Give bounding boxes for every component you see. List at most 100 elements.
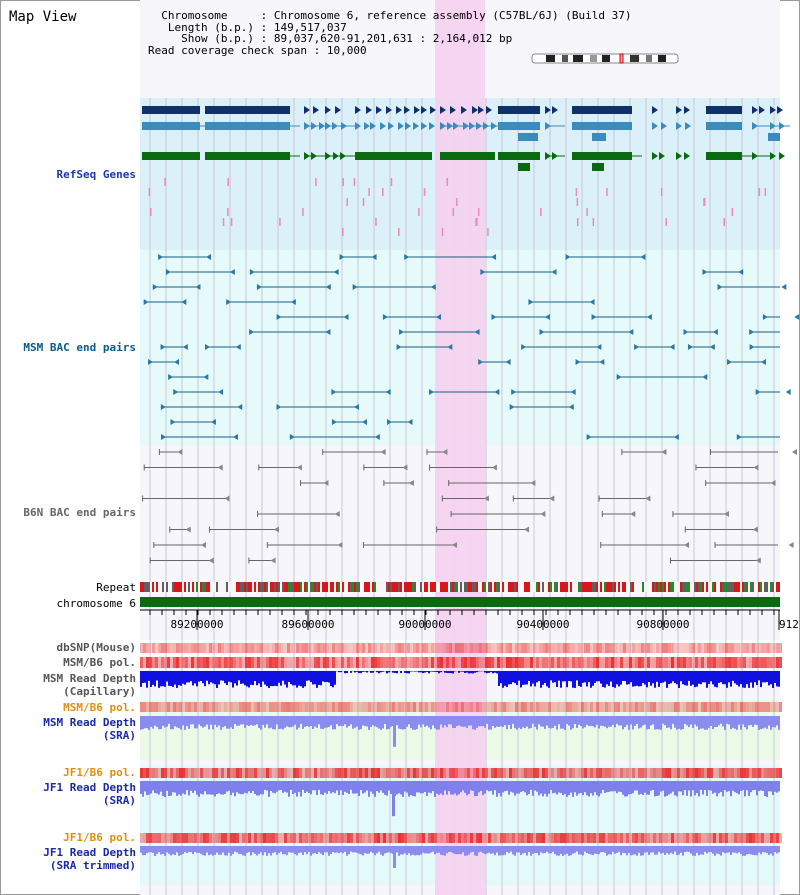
gene-arrow bbox=[304, 106, 310, 114]
depth-bar bbox=[546, 781, 548, 797]
depth-bar bbox=[398, 781, 400, 794]
depth-bar bbox=[692, 781, 694, 791]
repeat-segment bbox=[622, 582, 624, 592]
depth-bar bbox=[534, 846, 536, 854]
depth-bar bbox=[550, 671, 552, 681]
pol-heat-cell bbox=[653, 768, 656, 778]
depth-bar bbox=[486, 671, 488, 674]
pol-heat-cell bbox=[356, 833, 359, 843]
msm-depth-sra-sub: (SRA) bbox=[102, 729, 136, 742]
depth-bar bbox=[618, 716, 620, 726]
repeat-segment bbox=[578, 582, 580, 592]
depth-bar bbox=[498, 781, 500, 794]
depth-bar bbox=[640, 716, 642, 728]
pol-heat-cell bbox=[422, 768, 425, 778]
repeat-segment bbox=[682, 582, 684, 592]
repeat-segment bbox=[744, 582, 746, 592]
pol-heat-cell bbox=[536, 702, 539, 712]
depth-bar bbox=[296, 671, 298, 688]
depth-bar bbox=[694, 846, 696, 856]
repeat-segment bbox=[680, 582, 682, 592]
pol-heat-cell bbox=[527, 768, 530, 778]
depth-bar bbox=[342, 846, 344, 854]
depth-bar bbox=[756, 846, 758, 856]
bac-end-marker bbox=[528, 299, 534, 305]
feature-tick bbox=[576, 218, 579, 226]
depth-bar bbox=[682, 716, 684, 730]
depth-bar bbox=[272, 781, 274, 793]
depth-bar bbox=[408, 716, 410, 725]
pol-heat-cell bbox=[299, 702, 302, 712]
pol-heat-cell bbox=[533, 833, 536, 843]
pol-heat-cell bbox=[467, 768, 470, 778]
depth-bar bbox=[748, 781, 750, 796]
pol-heat-cell bbox=[401, 768, 404, 778]
chromosome-ideogram[interactable] bbox=[530, 53, 682, 65]
pol-heat-cell bbox=[665, 657, 668, 668]
depth-bar bbox=[702, 671, 704, 683]
refseq-genes-label[interactable]: RefSeq Genes bbox=[56, 168, 136, 181]
pol-heat-cell bbox=[575, 833, 578, 843]
repeat-segment bbox=[586, 582, 588, 592]
axis-tick-label: 89200000 bbox=[171, 618, 224, 631]
pol-heat-cell bbox=[356, 702, 359, 712]
depth-bar bbox=[474, 716, 476, 730]
depth-bar bbox=[326, 716, 328, 728]
depth-bar bbox=[644, 846, 646, 853]
pol-heat-cell bbox=[638, 702, 641, 712]
pol-heat-cell bbox=[497, 833, 500, 843]
depth-bar bbox=[612, 781, 614, 792]
pol-heat-cell bbox=[617, 702, 620, 712]
pol-heat-cell bbox=[188, 768, 191, 778]
pol-heat-cell bbox=[473, 833, 476, 843]
depth-bar bbox=[170, 671, 172, 687]
repeat-segment bbox=[746, 582, 748, 592]
repeat-segment bbox=[554, 582, 556, 592]
depth-bar bbox=[514, 781, 516, 796]
gene-arrow bbox=[777, 106, 783, 114]
repeat-segment bbox=[222, 582, 224, 592]
repeat-segment bbox=[562, 582, 564, 592]
depth-bar bbox=[684, 671, 686, 686]
depth-bar bbox=[468, 781, 470, 794]
pol-heat-cell bbox=[203, 833, 206, 843]
depth-bar bbox=[176, 846, 178, 853]
pol-heat-cell bbox=[371, 643, 374, 653]
depth-bar bbox=[574, 716, 576, 725]
depth-bar bbox=[456, 846, 458, 855]
depth-bar bbox=[152, 716, 154, 729]
depth-bar bbox=[392, 671, 394, 673]
pol-heat-cell bbox=[482, 657, 485, 668]
b6n-bac-label[interactable]: B6N BAC end pairs bbox=[23, 506, 136, 519]
pol-heat-cell bbox=[638, 657, 641, 668]
depth-bar bbox=[146, 846, 148, 854]
pol-heat-cell bbox=[218, 833, 221, 843]
depth-bar bbox=[202, 716, 204, 728]
depth-bar bbox=[622, 716, 624, 730]
bac-end-marker bbox=[165, 269, 171, 275]
gene-arrow bbox=[388, 122, 394, 130]
depth-bar bbox=[274, 716, 276, 730]
depth-bar bbox=[736, 716, 738, 730]
pol-heat-cell bbox=[506, 702, 509, 712]
pol-heat-cell bbox=[701, 768, 704, 778]
depth-bar bbox=[434, 716, 436, 729]
depth-bar bbox=[684, 846, 686, 852]
pol-heat-cell bbox=[548, 833, 551, 843]
depth-bar bbox=[208, 716, 210, 730]
repeat-segment bbox=[360, 582, 362, 592]
pol-heat-cell bbox=[695, 702, 698, 712]
depth-bar bbox=[488, 716, 490, 730]
msm-bac-label[interactable]: MSM BAC end pairs bbox=[23, 341, 136, 354]
depth-bar bbox=[542, 781, 544, 797]
depth-bar bbox=[344, 671, 346, 674]
pol-heat-cell bbox=[569, 657, 572, 668]
depth-bar bbox=[778, 846, 780, 853]
repeat-segment bbox=[558, 582, 560, 592]
repeat-segment bbox=[298, 582, 300, 592]
depth-bar bbox=[452, 716, 454, 729]
pol-heat-cell bbox=[593, 643, 596, 653]
pol-heat-cell bbox=[698, 702, 701, 712]
pol-heat-cell bbox=[275, 657, 278, 668]
